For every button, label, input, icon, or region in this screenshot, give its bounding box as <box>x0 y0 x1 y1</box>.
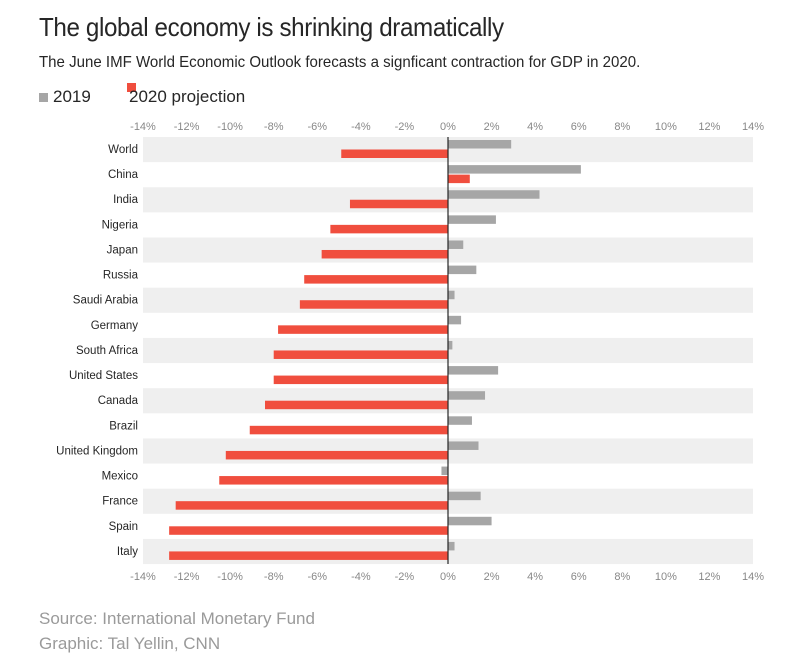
category-label: United States <box>69 370 138 382</box>
legend-swatch-2019 <box>39 93 48 102</box>
x-tick-label-bottom: -2% <box>395 571 415 583</box>
x-tick-label-top: -6% <box>308 121 328 133</box>
x-tick-label-bottom: -8% <box>264 571 284 583</box>
bar-2020 <box>321 249 448 259</box>
bar-2020 <box>278 325 448 334</box>
bar-chart: -14% -14% -12% -12% -10% -10% -8% -8% -6% -6% -4% -… <box>56 121 764 583</box>
bar-2020 <box>225 450 448 460</box>
x-tick-label-top: -12% <box>174 121 200 133</box>
bar-2019 <box>448 290 455 300</box>
category-label: Italy <box>117 546 138 558</box>
bar-2020 <box>330 224 448 234</box>
category-label: France <box>102 496 138 508</box>
bar-2019 <box>448 190 540 199</box>
bar-2020 <box>169 526 448 535</box>
x-tick-label-top: 6% <box>571 121 587 133</box>
bar-2020 <box>299 300 448 309</box>
category-label: Brazil <box>109 420 138 432</box>
category-label: Russia <box>103 270 139 282</box>
legend-label-2020: 2020 projection <box>129 87 246 106</box>
x-tick-label-top: -10% <box>217 121 243 133</box>
category-label: Canada <box>98 395 139 407</box>
bar-2019 <box>448 541 455 551</box>
bar-2020 <box>448 174 470 184</box>
credit-note: Graphic: Tal Yellin, CNN <box>39 634 221 653</box>
x-tick-label-bottom: 4% <box>527 571 543 583</box>
x-tick-label-bottom: -12% <box>174 571 200 583</box>
bar-2019 <box>448 340 453 350</box>
x-tick-label-bottom: 6% <box>571 571 587 583</box>
x-tick-label-top: -2% <box>395 121 415 133</box>
x-tick-label-bottom: -6% <box>308 571 328 583</box>
category-label: Nigeria <box>102 219 139 231</box>
bar-2019 <box>448 140 512 149</box>
x-tick-label-top: -8% <box>264 121 284 133</box>
bar-2019 <box>448 240 464 249</box>
category-label: Japan <box>107 244 138 256</box>
bar-2020 <box>304 275 448 284</box>
category-label: Germany <box>91 320 139 332</box>
x-tick-label-bottom: -4% <box>351 571 371 583</box>
bar-2020 <box>349 199 448 209</box>
legend-label-2019: 2019 <box>53 87 91 106</box>
bar-2020 <box>341 149 448 158</box>
bar-2019 <box>448 416 472 425</box>
x-tick-label-top: 12% <box>698 121 720 133</box>
x-tick-label-bottom: 12% <box>698 571 720 583</box>
bar-2019 <box>448 391 486 400</box>
bar-2019 <box>441 466 448 476</box>
x-tick-label-top: -4% <box>351 121 371 133</box>
bar-2020 <box>273 350 448 359</box>
x-tick-label-bottom: 8% <box>614 571 630 583</box>
x-tick-label-bottom: -10% <box>217 571 243 583</box>
category-label: Spain <box>109 521 138 533</box>
bar-2020 <box>273 375 448 385</box>
x-tick-label-bottom: 10% <box>655 571 677 583</box>
bar-2020 <box>169 551 448 560</box>
x-tick-label-top: 2% <box>484 121 500 133</box>
bar-2020 <box>265 400 448 410</box>
category-label: Saudi Arabia <box>73 295 139 307</box>
x-tick-label-top: -14% <box>130 121 156 133</box>
x-tick-label-top: 0% <box>440 121 456 133</box>
x-tick-label-top: 14% <box>742 121 764 133</box>
legend-swatch-2020 <box>127 83 136 92</box>
bar-2019 <box>448 491 481 501</box>
bar-2020 <box>175 501 448 510</box>
x-tick-label-bottom: 14% <box>742 571 764 583</box>
x-tick-label-top: 8% <box>614 121 630 133</box>
bar-2020 <box>219 476 448 485</box>
category-label: World <box>108 144 138 156</box>
x-tick-label-bottom: -14% <box>130 571 156 583</box>
category-label: South Africa <box>76 345 139 357</box>
bar-2019 <box>448 265 477 275</box>
bar-2020 <box>249 425 448 435</box>
chart-subtitle: The June IMF World Economic Outlook fore… <box>39 54 641 71</box>
bar-2019 <box>448 165 581 174</box>
x-tick-label-bottom: 2% <box>484 571 500 583</box>
x-tick-label-bottom: 0% <box>440 571 456 583</box>
category-label: China <box>108 169 139 181</box>
x-tick-label-top: 4% <box>527 121 543 133</box>
chart-title: The global economy is shrinking dramatic… <box>39 12 504 42</box>
bar-2019 <box>448 441 479 450</box>
category-label: Mexico <box>102 471 138 483</box>
bar-2019 <box>448 366 499 375</box>
category-label: India <box>113 194 139 206</box>
bar-2019 <box>448 215 496 224</box>
bar-2019 <box>448 315 462 325</box>
bar-2019 <box>448 516 492 526</box>
x-tick-label-top: 10% <box>655 121 677 133</box>
category-label: United Kingdom <box>56 445 138 457</box>
source-note: Source: International Monetary Fund <box>39 609 315 628</box>
